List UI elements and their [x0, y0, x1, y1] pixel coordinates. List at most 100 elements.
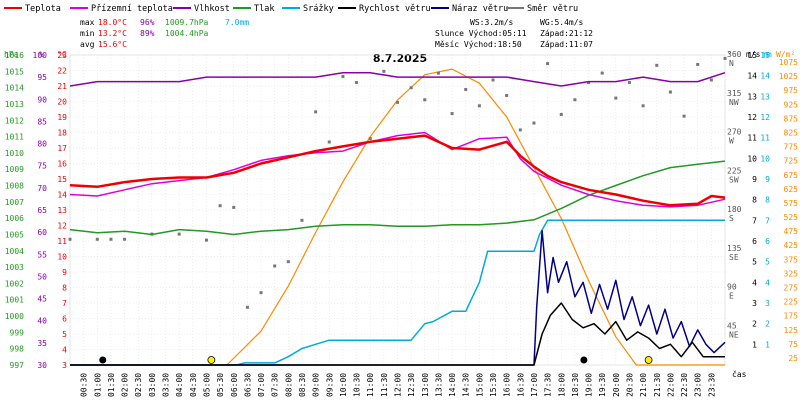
tick-hpa: 1014: [5, 84, 24, 93]
point-smer-vetru: [368, 137, 372, 141]
tick-pct: 70: [37, 184, 47, 193]
point-smer-vetru: [505, 93, 509, 97]
x-axis-label: čas: [732, 369, 747, 379]
stats-min-press: 1004.4hPa: [165, 29, 209, 38]
tick-time: 05:00: [202, 373, 211, 397]
tick-time: 10:30: [353, 373, 362, 397]
legend-srazky: Srážky: [303, 4, 334, 14]
point-smer-vetru: [177, 232, 181, 236]
tick-time: 01:00: [93, 373, 102, 397]
series-prizemni-teplota: [69, 131, 726, 208]
tick-time: 14:30: [462, 373, 471, 397]
tick-time: 03:30: [162, 373, 171, 397]
tick-time: 19:30: [598, 373, 607, 397]
tick-dir-deg: 90: [727, 283, 737, 292]
tick-mm: 6: [765, 237, 770, 246]
tick-ms: 1: [752, 340, 757, 349]
tick-time: 11:00: [366, 373, 375, 397]
point-smer-vetru: [587, 81, 591, 85]
tick-dir-label: W: [729, 137, 734, 146]
stats-avg-temp: 15.6°C: [98, 40, 127, 49]
tick-wm2: 625: [784, 185, 799, 194]
tick-time: 12:00: [394, 373, 403, 397]
stats-max-hum: 96%: [140, 18, 155, 27]
stats-rain-total: 7.0mm: [225, 18, 249, 27]
legend-rychlost-vetru: Rychlost větru: [359, 4, 431, 14]
tick-ms: 6: [752, 237, 757, 246]
tick-hpa: 1016: [5, 51, 24, 60]
tick-pct: 95: [37, 73, 47, 82]
point-smer-vetru: [273, 264, 277, 268]
tick-time: 15:30: [489, 373, 498, 397]
tick-time: 17:00: [530, 373, 539, 397]
tick-hpa: 1015: [5, 67, 24, 76]
tick-time: 10:00: [339, 373, 348, 397]
tick-time: 16:00: [503, 373, 512, 397]
info-ws: WS:3.2m/s: [470, 18, 514, 27]
tick-ms: 5: [752, 258, 757, 267]
tick-dir-label: N: [729, 59, 734, 68]
tick-degc: 16: [57, 160, 67, 169]
point-smer-vetru: [723, 56, 727, 60]
tick-wm2: 275: [784, 284, 799, 293]
tick-degc: 9: [62, 268, 67, 277]
tick-mm: 8: [765, 196, 770, 205]
tick-degc: 12: [57, 222, 67, 231]
tick-time: 21:30: [653, 373, 662, 397]
point-smer-vetru: [477, 104, 481, 108]
tick-hpa: 1004: [5, 247, 24, 256]
info-sunset: Západ:21:12: [540, 29, 593, 38]
point-smer-vetru: [709, 78, 713, 82]
tick-time: 13:00: [421, 373, 430, 397]
tick-degc: 7: [62, 299, 67, 308]
tick-time: 23:00: [694, 373, 703, 397]
right-axes: 45NE90E135SE180S225SW270W315NW360N123456…: [727, 50, 798, 363]
tick-ms: 3: [752, 299, 757, 308]
tick-ms: 11: [747, 134, 757, 143]
tick-wm2: 225: [784, 298, 799, 307]
tick-hpa: 1012: [5, 116, 24, 125]
chart-title: 8.7.2025: [373, 52, 427, 65]
tick-ms: 2: [752, 320, 757, 329]
point-smer-vetru: [95, 237, 99, 241]
tick-pct: 85: [37, 117, 47, 126]
tick-time: 11:30: [380, 373, 389, 397]
stats-avg-label: avg: [80, 40, 95, 49]
tick-time: 13:30: [434, 373, 443, 397]
point-smer-vetru: [259, 291, 263, 295]
tick-wm2: 575: [784, 199, 799, 208]
point-smer-vetru: [286, 260, 290, 264]
legend-teplota: Teplota: [25, 4, 61, 14]
axis-mm-label: mm: [762, 50, 772, 59]
tick-time: 20:00: [612, 373, 621, 397]
point-smer-vetru: [682, 114, 686, 118]
tick-dir-label: NE: [729, 330, 739, 339]
tick-mm: 7: [765, 216, 770, 225]
tick-wm2: 525: [784, 213, 799, 222]
point-smer-vetru: [109, 237, 113, 241]
tick-time: 07:30: [271, 373, 280, 397]
point-smer-vetru: [614, 96, 618, 100]
tick-ms: 4: [752, 278, 757, 287]
tick-degc: 14: [57, 191, 67, 200]
tick-dir-label: S: [729, 214, 734, 223]
tick-time: 08:30: [298, 373, 307, 397]
sun-marker: [644, 356, 653, 364]
tick-wm2: 925: [784, 100, 799, 109]
stats-max-label: max: [80, 18, 95, 27]
tick-degc: 23: [57, 51, 67, 60]
tick-pct: 90: [37, 95, 47, 104]
tick-wm2: 1075: [779, 58, 798, 67]
tick-dir-deg: 180: [727, 205, 742, 214]
series-layer: [68, 56, 727, 366]
stats-max-press: 1009.7hPa: [165, 18, 209, 27]
tick-wm2: 475: [784, 227, 799, 236]
tick-time: 18:30: [571, 373, 580, 397]
point-smer-vetru: [668, 90, 672, 94]
tick-hpa: 1006: [5, 214, 24, 223]
tick-dir-label: NW: [729, 98, 739, 107]
tick-hpa: 999: [10, 328, 25, 337]
tick-ms: 10: [747, 154, 757, 163]
tick-pct: 80: [37, 140, 47, 149]
axis-hpa-label: hPa: [4, 50, 19, 59]
